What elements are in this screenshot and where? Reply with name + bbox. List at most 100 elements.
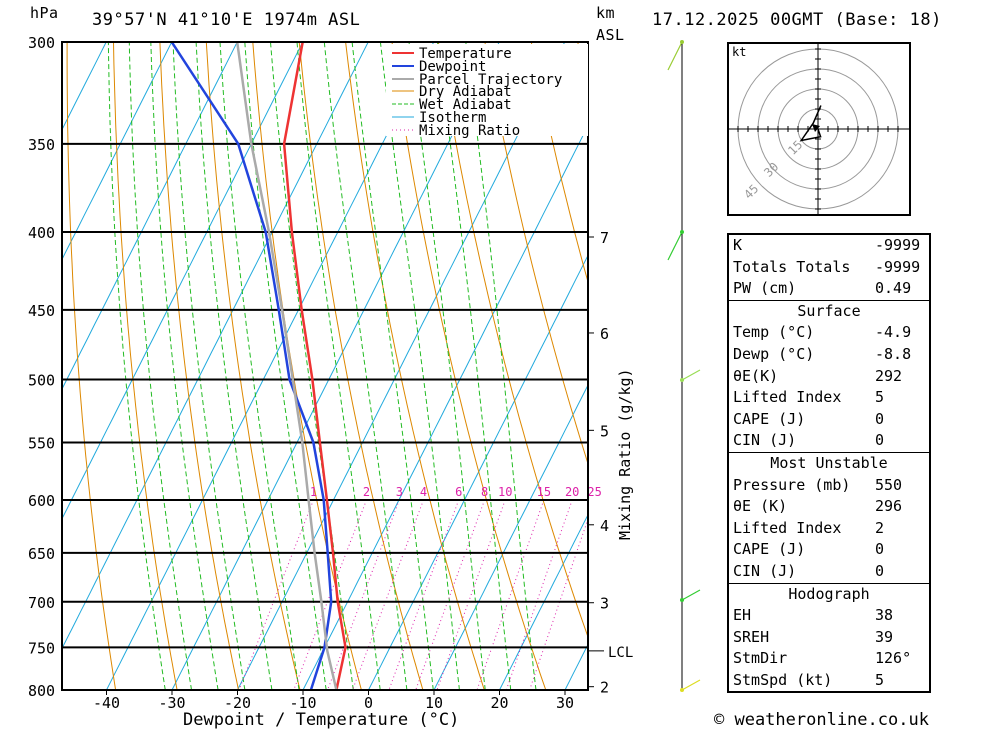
pressure-tick-label: 650	[28, 545, 55, 563]
datetime-title: 17.12.2025 00GMT (Base: 18)	[652, 10, 942, 30]
totals-totals-row: Totals Totals -9999	[733, 257, 921, 276]
wind-barb	[667, 231, 683, 261]
legend-parcel: Parcel Trajectory	[419, 72, 562, 88]
mixing-ratio-line	[476, 499, 545, 690]
dry-adiabat-line	[437, 42, 588, 639]
mixing-ratio-line	[352, 499, 424, 690]
sreh-row: SREH 39	[733, 627, 894, 646]
mixing-ratio-label: 20	[565, 485, 579, 499]
mixing-ratio-label: 3	[396, 485, 403, 499]
legend-dewpoint: Dewpoint	[419, 59, 486, 75]
mixing-ratio-label: 15	[537, 485, 551, 499]
mixing-ratio-label: 8	[481, 485, 488, 499]
k-index-row: K -9999	[733, 236, 921, 254]
x-tick-label: -20	[224, 694, 251, 712]
legend: Temperature Dewpoint Parcel Trajectory D…	[386, 44, 588, 139]
pressure-tick-label: 600	[28, 492, 55, 510]
surface-cape-row: CAPE (J) 0	[733, 409, 885, 428]
eh-row: EH 38	[733, 606, 894, 625]
wind-barb	[681, 369, 701, 381]
dry-adiabat-line	[298, 42, 424, 690]
stmdir-row: StmDir 126°	[733, 649, 912, 668]
mixing-ratio-axis-title: Mixing Ratio (g/kg)	[616, 368, 634, 540]
x-tick-label: 20	[490, 694, 508, 712]
wet-adiabat-line	[408, 42, 486, 690]
dry-adiabat-line	[484, 42, 588, 466]
pressure-tick-label: 300	[28, 34, 55, 52]
temperature-profile	[282, 42, 347, 690]
pressure-tick-label: 700	[28, 594, 55, 612]
mixing-ratio-label: 10	[498, 485, 512, 499]
indices-table: K -9999 Totals Totals -9999 PW (cm) 0.49 Su…	[727, 233, 931, 694]
mixing-ratio-label: 25	[587, 485, 601, 499]
mu-li-row: Lifted Index 2	[733, 518, 885, 537]
km-tick-label: 5	[600, 422, 609, 440]
wet-adiabat-line	[150, 42, 219, 690]
dry-adiabat-line	[530, 42, 588, 284]
hodograph-section-title: Hodograph	[729, 582, 929, 606]
hodograph: kt 15 30 45	[727, 42, 911, 216]
legend-isotherm: Isotherm	[419, 110, 486, 126]
pressure-tick-label: 800	[28, 682, 55, 700]
stmspd-row: StmSpd (kt) 5	[733, 670, 885, 689]
pressure-tick-label: 500	[28, 371, 55, 389]
plot-frame	[61, 41, 589, 691]
mu-pressure-row: Pressure (mb) 550	[733, 475, 903, 494]
x-tick-label: 0	[364, 694, 373, 712]
wet-adiabat-line	[379, 42, 460, 690]
km-unit-label: km	[596, 4, 616, 22]
mu-cin-row: CIN (J) 0	[733, 561, 885, 580]
isotherm-line	[62, 42, 173, 261]
dry-adiabat-line	[391, 42, 547, 690]
dry-adiabat-line	[345, 42, 485, 690]
mixing-ratio-label: 1	[310, 485, 317, 499]
surface-temp-row: Temp (°C) -4.9	[733, 323, 912, 342]
km-tick-label: 7	[600, 229, 609, 247]
location-title: 39°57'N 41°10'E 1974m ASL	[92, 10, 361, 30]
mu-cape-row: CAPE (J) 0	[733, 540, 885, 559]
asl-unit-label: ASL	[596, 26, 625, 44]
mixing-ratio-label: 6	[455, 485, 462, 499]
wind-barb-column	[667, 40, 701, 692]
isotherm-line	[433, 383, 588, 690]
profile-lines	[170, 42, 347, 690]
x-tick-label: 30	[556, 694, 574, 712]
lcl-label: LCL	[608, 645, 633, 661]
pressure-tick-label: 450	[28, 302, 55, 320]
pressure-tick-label: 750	[28, 639, 55, 657]
km-tick-label: 6	[600, 325, 609, 343]
wind-barb	[681, 589, 701, 601]
surface-theta-row: θE(K) 292	[733, 366, 903, 385]
dry-adiabat-line	[66, 42, 117, 690]
legend-wet-adiabat: Wet Adiabat	[419, 97, 512, 113]
hodograph-trace	[799, 105, 822, 142]
surface-li-row: Lifted Index 5	[733, 388, 885, 407]
surface-dewp-row: Dewp (°C) -8.8	[733, 344, 912, 363]
pressure-tick-label: 350	[28, 136, 55, 154]
x-tick-label: -30	[158, 694, 185, 712]
wind-barb	[681, 679, 701, 691]
isobar-lines	[62, 41, 588, 691]
pressure-tick-label: 400	[28, 224, 55, 242]
copyright-link[interactable]: © weatheronline.co.uk	[714, 710, 929, 730]
legend-temperature: Temperature	[419, 46, 512, 62]
km-tick-label: 2	[600, 679, 609, 697]
mixing-ratio-label: 4	[420, 485, 427, 499]
hpa-unit-label: hPa	[30, 4, 59, 22]
isotherm-line	[499, 513, 588, 690]
wet-adiabat-line	[107, 42, 166, 690]
x-axis-title: Dewpoint / Temperature (°C)	[183, 710, 459, 730]
surface-cin-row: CIN (J) 0	[733, 431, 885, 450]
km-tick-label: 3	[600, 595, 609, 613]
legend-mixing-ratio: Mixing Ratio	[419, 123, 520, 139]
hodograph-unit: kt	[732, 45, 746, 59]
x-tick-label: -10	[289, 694, 316, 712]
isotherm-line	[302, 124, 588, 690]
mu-theta-row: θE (K) 296	[733, 497, 903, 516]
isotherm-line	[368, 254, 588, 690]
isotherm-line	[62, 42, 238, 391]
wind-barb	[667, 41, 683, 71]
dewpoint-profile	[170, 42, 333, 690]
